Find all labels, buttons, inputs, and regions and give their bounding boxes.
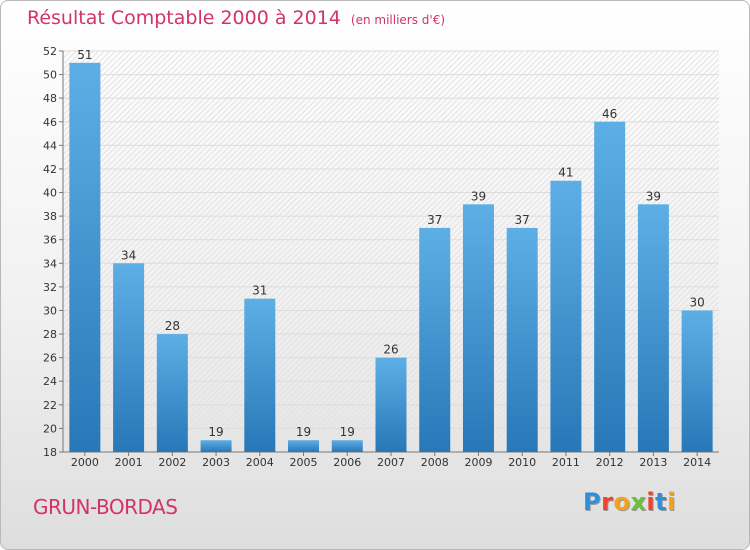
y-tick-label: 46 (43, 116, 57, 129)
brand-letter: P (583, 488, 602, 516)
y-tick-label: 34 (43, 257, 57, 270)
x-tick-label: 2011 (552, 456, 580, 469)
x-tick-label: 2008 (421, 456, 449, 469)
bar (637, 204, 669, 452)
bar (419, 227, 451, 452)
bar (331, 440, 363, 452)
brand-letter: t (655, 488, 668, 516)
y-tick-label: 18 (43, 446, 57, 459)
y-tick-label: 30 (43, 304, 57, 317)
y-tick-label: 48 (43, 92, 57, 105)
bar-value-label: 26 (383, 343, 398, 357)
y-tick-label: 32 (43, 281, 57, 294)
bar (288, 440, 320, 452)
bar-value-label: 39 (471, 189, 486, 203)
y-tick-label: 50 (43, 69, 57, 82)
y-tick-label: 40 (43, 187, 57, 200)
brand-letter: o (613, 488, 631, 516)
bar (113, 263, 145, 452)
y-tick-label: 52 (43, 45, 57, 58)
x-tick-label: 2006 (333, 456, 361, 469)
x-tick-label: 2007 (377, 456, 405, 469)
brand-letter: i (646, 488, 656, 516)
bar-value-label: 37 (427, 213, 442, 227)
brand-letter: i (667, 488, 676, 516)
plot-area: 18 20 22 24 26 28 30 32 34 36 38 40 42 44 46 48 50 52 51 20… (43, 45, 719, 469)
bar-value-label: 51 (77, 48, 92, 62)
bar-value-label: 30 (689, 295, 704, 309)
y-tick-label: 20 (43, 422, 57, 435)
brand-letter: x (630, 488, 647, 516)
bar (69, 62, 101, 452)
y-tick-label: 28 (43, 328, 57, 341)
bar (200, 440, 232, 452)
y-tick-label: 26 (43, 352, 57, 365)
bar (506, 227, 538, 452)
bar-value-label: 28 (165, 319, 180, 333)
bar-value-label: 41 (558, 166, 573, 180)
bar-value-label: 31 (252, 284, 267, 298)
bar (550, 180, 582, 452)
bar-value-label: 19 (340, 425, 355, 439)
bar-value-label: 37 (515, 213, 530, 227)
bar (156, 334, 188, 452)
y-tick-label: 22 (43, 399, 57, 412)
x-tick-label: 2009 (464, 456, 492, 469)
bar-value-label: 34 (121, 248, 136, 262)
x-tick-label: 2002 (158, 456, 186, 469)
chart-title-text: Résultat Comptable 2000 à 2014 (27, 7, 341, 29)
bar (681, 310, 713, 452)
commune-name: GRUN-BORDAS (33, 495, 178, 519)
y-tick-label: 38 (43, 210, 57, 223)
brand-logo: Proxiti (583, 488, 676, 516)
chart-title: Résultat Comptable 2000 à 2014 (en millie… (27, 7, 445, 29)
x-tick-label: 2004 (246, 456, 274, 469)
y-tick-label: 44 (43, 139, 57, 152)
x-tick-label: 2012 (596, 456, 624, 469)
x-tick-label: 2013 (639, 456, 667, 469)
bar-value-label: 19 (296, 425, 311, 439)
chart-subtitle: (en milliers d'€) (350, 13, 446, 27)
x-tick-label: 2014 (683, 456, 711, 469)
y-tick-label: 36 (43, 234, 57, 247)
bar-value-label: 46 (602, 107, 617, 121)
bar (462, 204, 494, 452)
brand-letter: r (601, 488, 614, 516)
x-tick-label: 2001 (115, 456, 143, 469)
x-tick-label: 2003 (202, 456, 230, 469)
y-tick-label: 42 (43, 163, 57, 176)
y-tick-label: 24 (43, 375, 57, 388)
bar (594, 121, 626, 452)
bar (375, 357, 407, 452)
x-tick-label: 2010 (508, 456, 536, 469)
x-tick-label: 2000 (71, 456, 99, 469)
bar-value-label: 19 (208, 425, 223, 439)
bar-value-label: 39 (646, 189, 661, 203)
bar (244, 298, 276, 452)
x-tick-label: 2005 (290, 456, 318, 469)
